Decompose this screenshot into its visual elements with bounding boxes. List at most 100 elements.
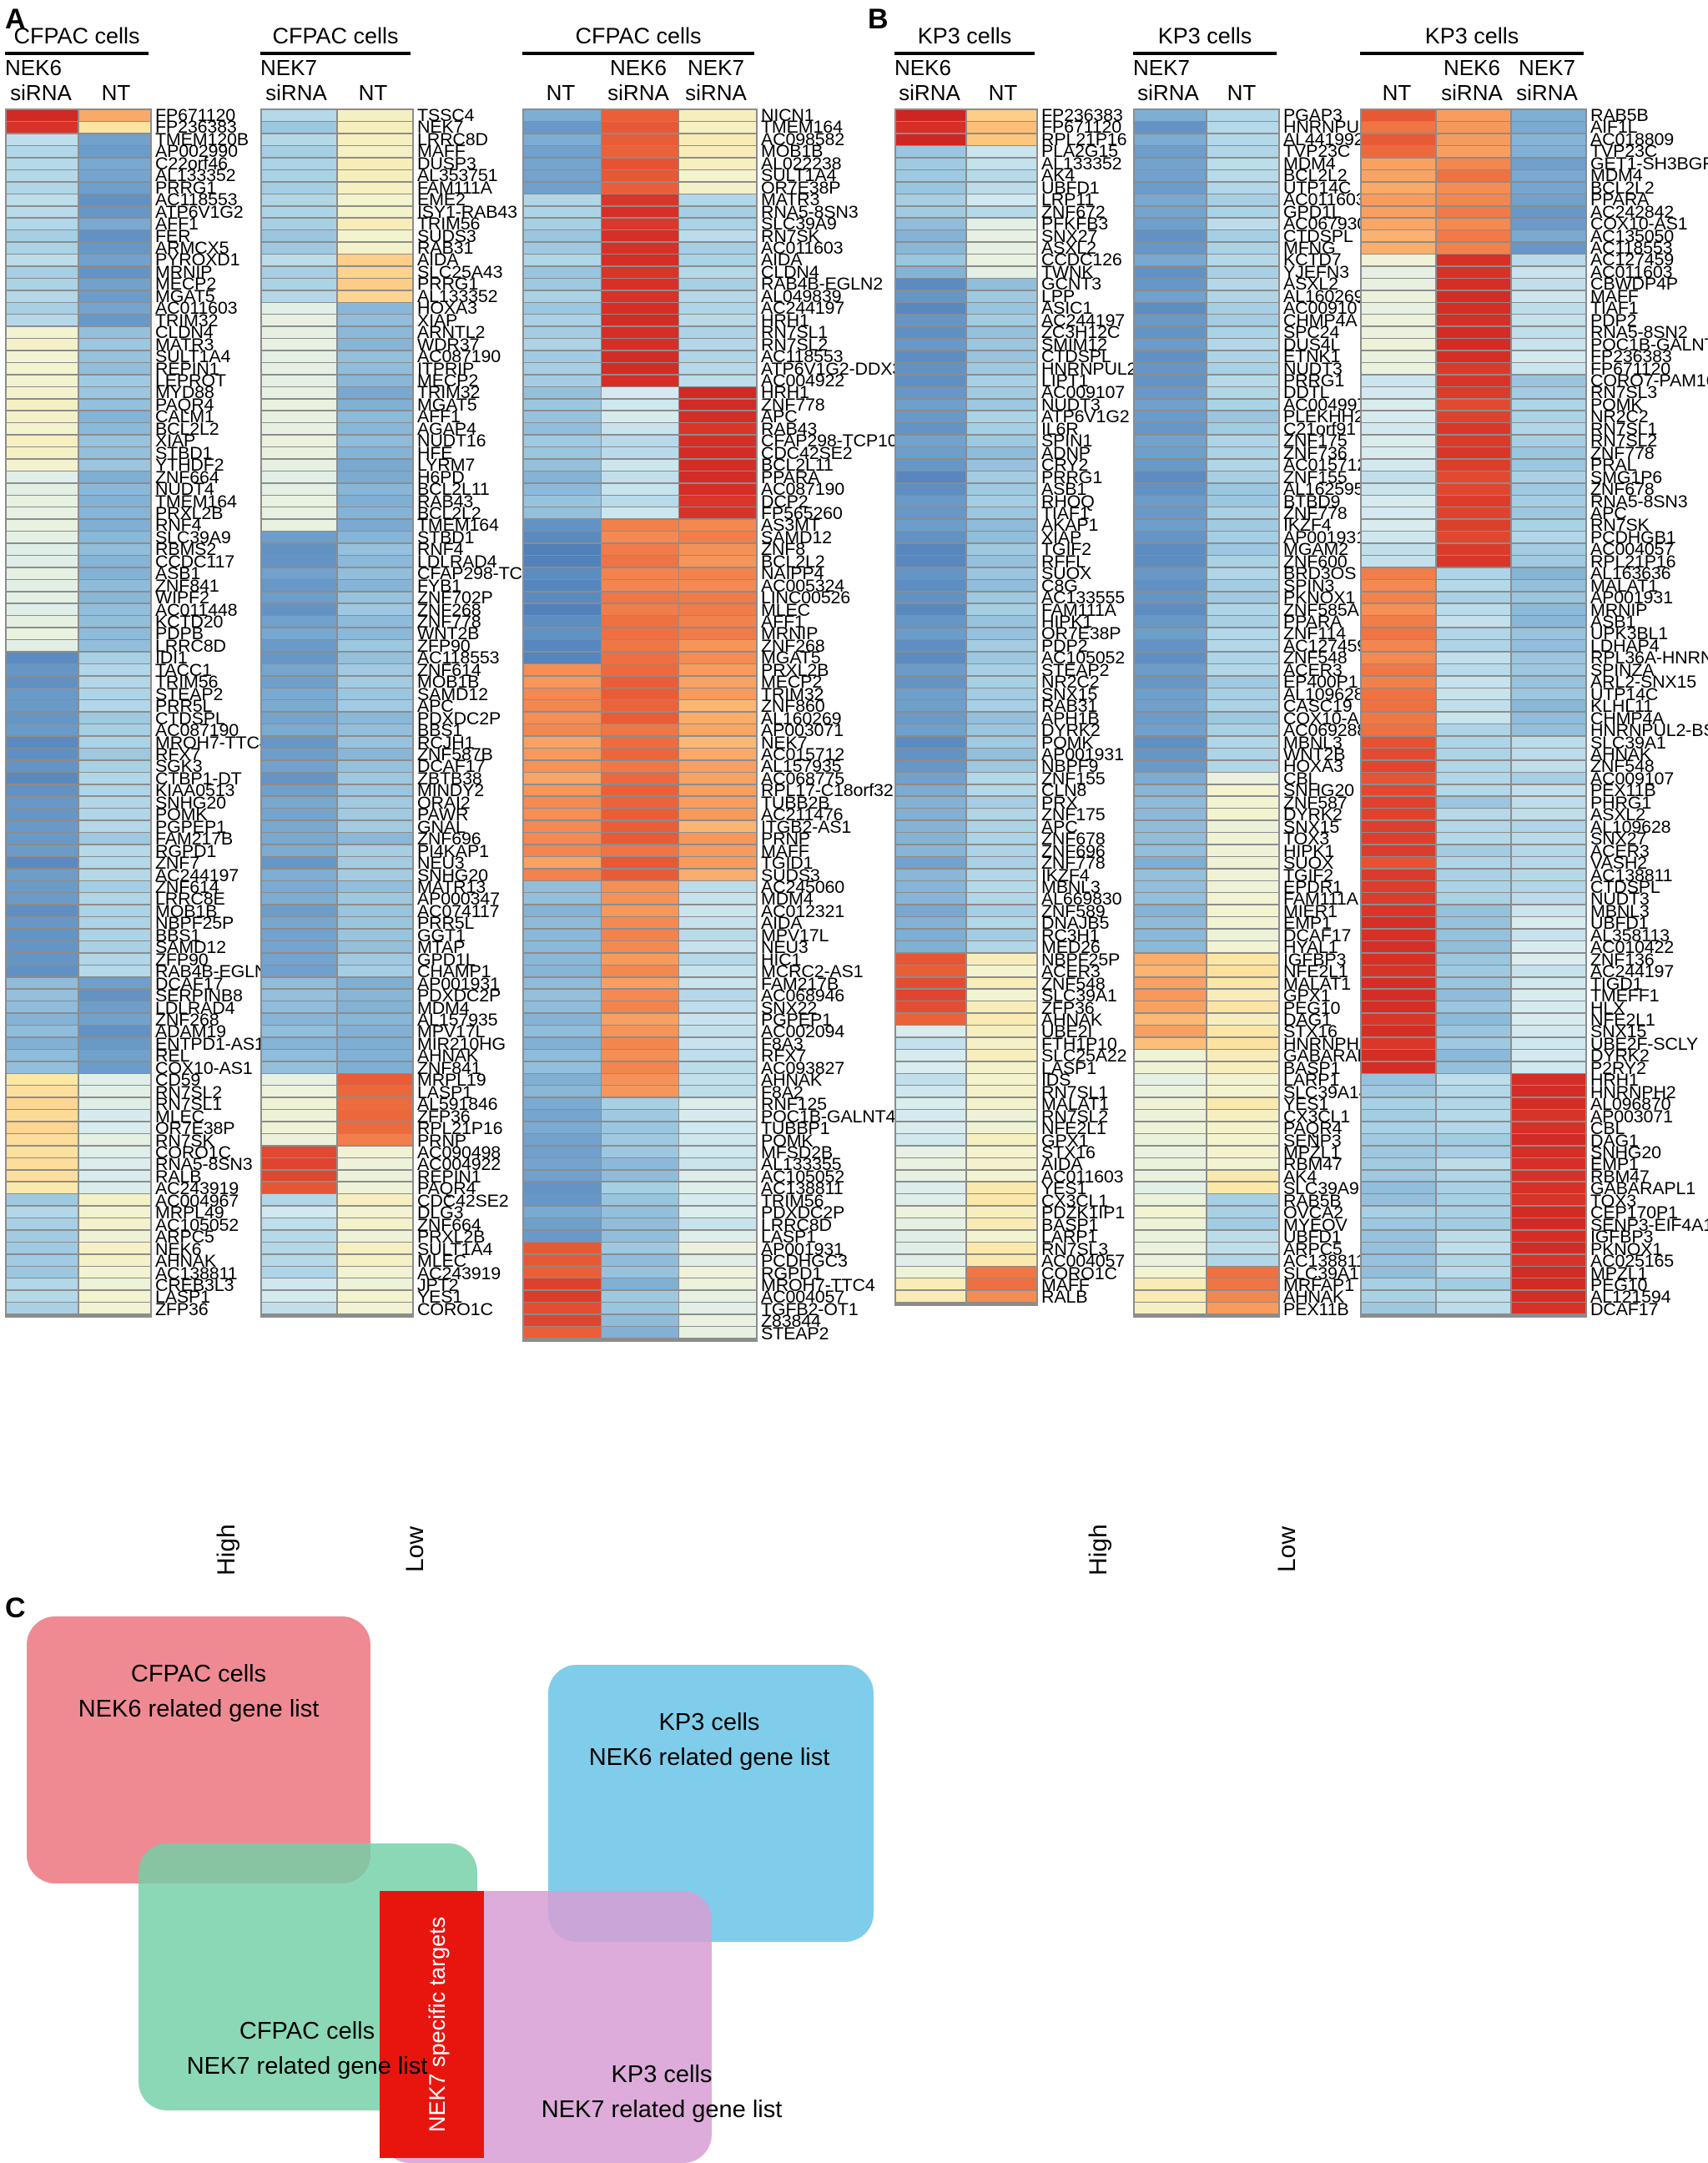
gene-label: TRIM32 xyxy=(155,310,219,330)
heatmap-cell xyxy=(679,350,756,362)
heatmap-cell xyxy=(262,242,337,254)
gene-label: SPIN1 xyxy=(1041,431,1093,451)
gene-label: CRY2 xyxy=(1041,455,1089,476)
heatmap-cell xyxy=(1436,941,1511,953)
heatmap-cell xyxy=(7,1303,78,1314)
heatmap-cell xyxy=(679,845,756,856)
heatmap-cell xyxy=(1135,1206,1207,1218)
gene-label: RN7SL3 xyxy=(1041,1238,1109,1259)
heatmap-cell xyxy=(966,1013,1036,1025)
heatmap-cell xyxy=(337,1206,412,1218)
heatmap-cell xyxy=(337,471,412,483)
heatmap-cell xyxy=(679,543,756,555)
gene-label: AC098582 xyxy=(761,129,845,149)
heatmap-cell xyxy=(78,556,150,567)
gene-label: TUBBP1 xyxy=(761,1118,830,1139)
heatmap-grid-kp3-combined[interactable] xyxy=(1360,108,1587,1318)
heatmap-cell xyxy=(1436,218,1511,229)
heatmap-cell xyxy=(896,543,966,555)
gene-label: HNRNPUL2 xyxy=(1283,117,1379,138)
heatmap-cell xyxy=(7,471,78,483)
heatmap-cell xyxy=(1207,1001,1278,1013)
venn-set-cfpac-nek6[interactable] xyxy=(27,1616,370,1883)
heatmap-cell xyxy=(966,966,1036,976)
heatmap-cell xyxy=(602,592,678,603)
heatmap-cell xyxy=(78,1134,150,1146)
heatmap-cell xyxy=(1207,411,1278,422)
heatmap-cell xyxy=(1207,134,1278,145)
heatmap-cell xyxy=(262,628,337,639)
gene-label: MTAP xyxy=(417,937,466,958)
heatmap-cell xyxy=(262,977,337,989)
heatmap-cell xyxy=(1436,724,1511,736)
heatmap-cell xyxy=(1207,917,1278,929)
heatmap-cell xyxy=(524,1170,601,1182)
heatmap-cell xyxy=(1207,905,1278,916)
gene-label: CBWDP4P xyxy=(1590,274,1678,295)
heatmap-cell xyxy=(524,387,601,398)
heatmap-cell xyxy=(7,1050,78,1061)
gene-label: GPX1 xyxy=(1283,986,1331,1006)
gene-label: SLC39A1 xyxy=(1590,732,1666,753)
heatmap-grid-cfpac-nek6[interactable] xyxy=(5,108,152,1318)
heatmap-cell xyxy=(1207,279,1278,290)
heatmap-grid-kp3-nek6[interactable] xyxy=(894,108,1038,1306)
heatmap-cell xyxy=(679,435,756,446)
heatmap-cell xyxy=(1135,1194,1207,1206)
heatmap-cell xyxy=(1207,833,1278,845)
heatmap-cell xyxy=(679,953,756,965)
heatmap-cell xyxy=(7,724,78,736)
heatmap-cell xyxy=(78,640,150,652)
gene-label: TGIF2 xyxy=(1283,865,1333,885)
heatmap-cell xyxy=(1436,459,1511,471)
legend-label-high: High xyxy=(213,1524,240,1576)
heatmap-cell xyxy=(1436,315,1511,326)
legend-gradient-bar xyxy=(258,1532,391,1558)
heatmap-cell xyxy=(1511,833,1585,845)
heatmap-cell xyxy=(524,1267,601,1278)
gene-label: RN7SL2 xyxy=(155,1082,223,1102)
heatmap-cell xyxy=(78,218,150,229)
heatmap-cell xyxy=(262,206,337,218)
heatmap-cell xyxy=(1511,279,1585,290)
heatmap-cell xyxy=(337,532,412,543)
heatmap-cell xyxy=(1511,905,1585,916)
heatmap-cell xyxy=(1436,1206,1511,1218)
gene-label: DCAF17 xyxy=(417,756,486,777)
heatmap-cell xyxy=(262,556,337,567)
gene-label: ARPC5 xyxy=(1283,1238,1343,1259)
gene-label: MRNIP xyxy=(761,623,819,644)
heatmap-cell xyxy=(602,471,678,483)
heatmap-cell xyxy=(1207,652,1278,663)
heatmap-grid-cfpac-nek7[interactable] xyxy=(260,108,414,1318)
heatmap-cell xyxy=(679,603,756,615)
heatmap-cell xyxy=(679,1122,756,1133)
heatmap-cell xyxy=(1135,1050,1207,1061)
gene-label: ZNF587 xyxy=(1283,792,1348,813)
heatmap-cell xyxy=(1436,652,1511,663)
gene-label: AC242842 xyxy=(1590,201,1675,222)
gene-label: NFE2L1 xyxy=(1283,961,1348,982)
heatmap-cell xyxy=(966,833,1036,845)
heatmap-cell xyxy=(602,953,678,965)
heatmap-cell xyxy=(1511,869,1585,880)
gene-label: RBM47 xyxy=(1283,1154,1343,1175)
gene-label: IDI1 xyxy=(155,648,188,668)
heatmap-cell xyxy=(896,290,966,302)
heatmap-cell xyxy=(896,1061,966,1073)
heatmap-cell xyxy=(1135,893,1207,905)
gene-label: AC093827 xyxy=(761,1057,845,1078)
gene-label: MED26 xyxy=(1041,937,1101,958)
gene-label: ZNF600 xyxy=(1283,551,1348,572)
heatmap-grid-kp3-nek7[interactable] xyxy=(1133,108,1280,1318)
heatmap-cell xyxy=(1207,736,1278,748)
heatmap-cell xyxy=(602,881,678,892)
heatmap-cell xyxy=(602,796,678,808)
heatmap-cell xyxy=(1135,326,1207,338)
heatmap-cell xyxy=(7,326,78,338)
heatmap-cell xyxy=(262,700,337,712)
heatmap-grid-cfpac-combined[interactable] xyxy=(522,108,758,1342)
heatmap-cell xyxy=(1436,1074,1511,1085)
gene-label: XIAP xyxy=(155,431,196,451)
heatmap-cell xyxy=(337,893,412,905)
